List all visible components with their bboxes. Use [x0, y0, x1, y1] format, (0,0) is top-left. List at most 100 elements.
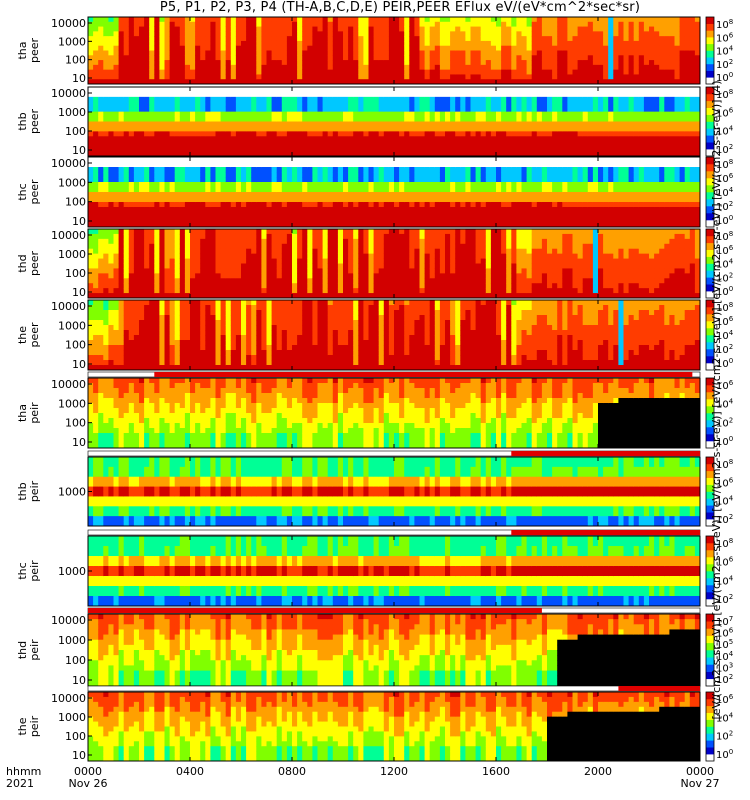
heatmap-cell [613, 111, 619, 117]
heatmap-cell [103, 212, 109, 218]
heatmap-cell [332, 17, 339, 23]
heatmap-cell [541, 87, 548, 93]
heatmap-cell [225, 87, 232, 93]
heatmap-cell [353, 126, 359, 132]
heatmap-cell [358, 79, 364, 85]
heatmap-cell [562, 111, 568, 117]
heatmap-cell [450, 202, 456, 208]
heatmap-cell [368, 187, 374, 193]
heatmap-cell [327, 31, 334, 37]
heatmap-cell [220, 87, 227, 93]
heatmap-cell [618, 79, 624, 85]
heatmap-cell [572, 197, 578, 203]
heatmap-cell [133, 31, 140, 37]
heatmap-cell [536, 106, 543, 113]
heatmap-cell [684, 64, 691, 71]
heatmap-cell [643, 177, 650, 183]
heatmap-cell [394, 101, 400, 108]
heatmap-cell [128, 162, 135, 168]
heatmap-cell [241, 121, 247, 127]
heatmap-cell [363, 121, 369, 127]
heatmap-cell [450, 136, 456, 142]
heatmap-cell [536, 111, 543, 117]
heatmap-cell [261, 126, 267, 132]
heatmap-cell [164, 64, 170, 71]
heatmap-cell [490, 197, 497, 203]
heatmap-cell [480, 217, 487, 223]
heatmap-cell [480, 26, 487, 32]
heatmap-cell [164, 26, 170, 32]
heatmap-cell [511, 146, 517, 152]
heatmap-cell [526, 69, 533, 75]
heatmap-cell [638, 91, 645, 98]
heatmap-cell [480, 31, 487, 37]
heatmap-cell [450, 207, 456, 213]
heatmap-cell [547, 31, 553, 37]
heatmap-cell [281, 182, 288, 188]
heatmap-cell [205, 182, 211, 188]
heatmap-cell [179, 126, 186, 132]
heatmap-cell [373, 126, 380, 132]
heatmap-cell [414, 182, 420, 188]
heatmap-cell [266, 17, 272, 23]
heatmap-cell [302, 87, 308, 93]
heatmap-cell [429, 151, 436, 157]
heatmap-cell [623, 106, 629, 113]
heatmap-cell [195, 197, 201, 203]
heatmap-cell [475, 202, 482, 208]
heatmap-cell [562, 172, 568, 178]
heatmap-cell [286, 36, 293, 42]
heatmap-cell [332, 217, 339, 223]
heatmap-cell [480, 212, 487, 218]
heatmap-cell [383, 40, 390, 47]
heatmap-cell [598, 50, 604, 56]
heatmap-cell [439, 79, 446, 85]
heatmap-cell [281, 207, 288, 213]
heatmap-cell [118, 197, 125, 203]
heatmap-cell [521, 172, 527, 178]
heatmap-cell [567, 172, 573, 178]
heatmap-cell [251, 192, 257, 198]
heatmap-cell [256, 212, 262, 218]
heatmap-cell [526, 21, 533, 27]
heatmap-cell [205, 64, 211, 71]
heatmap-cell [414, 146, 420, 152]
heatmap-cell [603, 167, 609, 173]
heatmap-cell [439, 45, 446, 51]
heatmap-cell [490, 222, 497, 228]
heatmap-cell [434, 192, 441, 198]
heatmap-cell [577, 96, 584, 103]
heatmap-cell [149, 162, 155, 168]
heatmap-cell [429, 121, 436, 127]
heatmap-cell [562, 74, 568, 80]
heatmap-cell [399, 106, 405, 113]
heatmap-cell [516, 151, 522, 157]
heatmap-cell [480, 50, 487, 56]
heatmap-cell [133, 50, 140, 56]
heatmap-cell [664, 26, 670, 32]
heatmap-cell [200, 50, 206, 56]
heatmap-cell [317, 126, 323, 132]
heatmap-cell [475, 182, 482, 188]
heatmap-cell [470, 157, 476, 163]
heatmap-cell [445, 146, 451, 152]
heatmap-cell [557, 121, 563, 127]
heatmap-cell [149, 141, 155, 147]
heatmap-cell [623, 36, 629, 42]
heatmap-cell [654, 79, 660, 85]
heatmap-cell [480, 136, 487, 142]
heatmap-cell [327, 212, 334, 218]
heatmap-cell [572, 55, 578, 61]
heatmap-cell [123, 96, 130, 103]
heatmap-cell [659, 26, 665, 32]
heatmap-cell [179, 116, 186, 122]
heatmap-cell [592, 157, 599, 163]
heatmap-cell [363, 202, 369, 208]
heatmap-cell [445, 126, 451, 132]
heatmap-cell [460, 74, 466, 80]
heatmap-cell [297, 21, 303, 27]
heatmap-cell [246, 141, 252, 147]
heatmap-cell [235, 96, 242, 103]
heatmap-cell [297, 141, 303, 147]
heatmap-cell [210, 217, 216, 223]
